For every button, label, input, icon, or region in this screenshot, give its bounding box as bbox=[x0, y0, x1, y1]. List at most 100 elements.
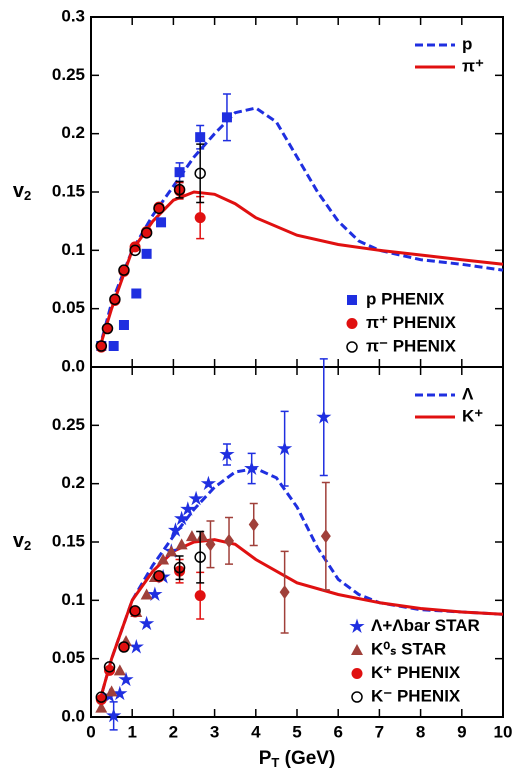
marker bbox=[277, 440, 293, 456]
marker bbox=[185, 530, 198, 542]
marker bbox=[320, 529, 331, 544]
marker bbox=[129, 605, 141, 617]
marker bbox=[200, 475, 216, 491]
marker bbox=[174, 167, 185, 178]
y-tick-label: 0.0 bbox=[61, 706, 85, 725]
x-tick-label: 5 bbox=[292, 722, 301, 741]
error-bar bbox=[196, 530, 205, 584]
marker bbox=[349, 618, 365, 633]
marker bbox=[118, 671, 134, 687]
marker bbox=[95, 340, 108, 352]
y-tick-label: 0.05 bbox=[52, 648, 85, 667]
x-label-part: P bbox=[259, 748, 272, 769]
legend-label: K⁰ₛ STAR bbox=[371, 639, 446, 658]
marker bbox=[95, 694, 107, 705]
marker bbox=[351, 644, 363, 655]
marker bbox=[109, 293, 121, 306]
marker bbox=[219, 446, 235, 461]
curve bbox=[97, 190, 504, 350]
marker bbox=[140, 227, 153, 239]
marker bbox=[157, 553, 170, 565]
marker bbox=[101, 323, 113, 334]
marker bbox=[221, 112, 232, 123]
error-bar bbox=[196, 143, 205, 204]
curve bbox=[97, 538, 504, 704]
y-tick-label: 0.2 bbox=[61, 123, 85, 142]
marker bbox=[244, 460, 260, 475]
marker bbox=[167, 522, 184, 537]
y-tick-label: 0.25 bbox=[52, 415, 85, 434]
y-tick-label: 0.0 bbox=[61, 356, 85, 375]
y-tick-label: 0.2 bbox=[61, 473, 85, 492]
marker bbox=[194, 167, 206, 180]
y-tick-label: 0.15 bbox=[52, 181, 85, 200]
marker bbox=[140, 588, 153, 600]
marker bbox=[351, 691, 363, 703]
legend-label: K⁺ bbox=[462, 406, 483, 425]
marker bbox=[153, 570, 165, 582]
y-label-part: 2 bbox=[24, 538, 31, 553]
marker bbox=[147, 586, 163, 601]
marker bbox=[129, 241, 141, 253]
marker bbox=[194, 551, 206, 563]
error-bar bbox=[175, 555, 184, 581]
x-tick-label: 2 bbox=[169, 722, 178, 741]
marker bbox=[118, 641, 130, 653]
marker bbox=[173, 183, 186, 196]
x-tick-label: 3 bbox=[210, 722, 219, 741]
legend-label: K⁻ PHENIX bbox=[371, 686, 461, 705]
y-tick-label: 0.3 bbox=[61, 6, 85, 25]
marker bbox=[118, 264, 130, 276]
x-tick-label: 10 bbox=[494, 722, 513, 741]
marker bbox=[175, 538, 188, 550]
marker bbox=[224, 533, 235, 548]
marker bbox=[248, 517, 259, 532]
marker bbox=[346, 341, 358, 353]
marker bbox=[173, 561, 186, 574]
marker bbox=[165, 545, 178, 557]
marker bbox=[156, 217, 167, 228]
marker bbox=[128, 639, 144, 654]
legend-label: p bbox=[462, 34, 472, 53]
y-label-part: v bbox=[13, 530, 25, 552]
marker bbox=[118, 641, 130, 653]
marker bbox=[112, 685, 128, 701]
marker bbox=[316, 409, 332, 424]
marker bbox=[141, 248, 152, 259]
x-tick-label: 4 bbox=[251, 722, 261, 741]
marker bbox=[194, 590, 206, 602]
x-axis-label: PT (GeV) bbox=[259, 748, 336, 770]
marker bbox=[129, 244, 141, 257]
x-tick-label: 9 bbox=[457, 722, 466, 741]
marker bbox=[196, 530, 209, 542]
marker bbox=[279, 585, 290, 600]
legend-label: p PHENIX bbox=[366, 289, 445, 308]
y-label-part: v bbox=[13, 180, 25, 202]
legend-label: π⁺ PHENIX bbox=[366, 313, 457, 332]
legend-label: π⁻ PHENIX bbox=[366, 336, 457, 355]
y-axis-label: v2 bbox=[13, 180, 31, 203]
marker bbox=[347, 295, 357, 305]
y-tick-label: 0.1 bbox=[61, 590, 85, 609]
legend-label: π⁺ bbox=[462, 56, 484, 75]
y-label-part: 2 bbox=[24, 188, 31, 203]
marker bbox=[103, 661, 116, 673]
marker bbox=[346, 318, 358, 329]
legend-label: Λ bbox=[462, 384, 474, 403]
marker bbox=[101, 322, 114, 335]
y-tick-label: 0.25 bbox=[52, 65, 85, 84]
marker bbox=[104, 664, 116, 676]
curve bbox=[97, 466, 504, 704]
marker bbox=[153, 202, 165, 215]
marker bbox=[195, 132, 206, 143]
marker bbox=[106, 707, 122, 723]
marker bbox=[95, 701, 108, 713]
x-tick-label: 1 bbox=[127, 722, 136, 741]
y-axis-label: v2 bbox=[13, 530, 31, 553]
x-tick-label: 6 bbox=[333, 722, 342, 741]
x-label-part: (GeV) bbox=[279, 748, 335, 769]
x-tick-label: 8 bbox=[416, 722, 425, 741]
y-tick-label: 0.1 bbox=[61, 240, 85, 259]
x-label-part: T bbox=[271, 755, 279, 770]
